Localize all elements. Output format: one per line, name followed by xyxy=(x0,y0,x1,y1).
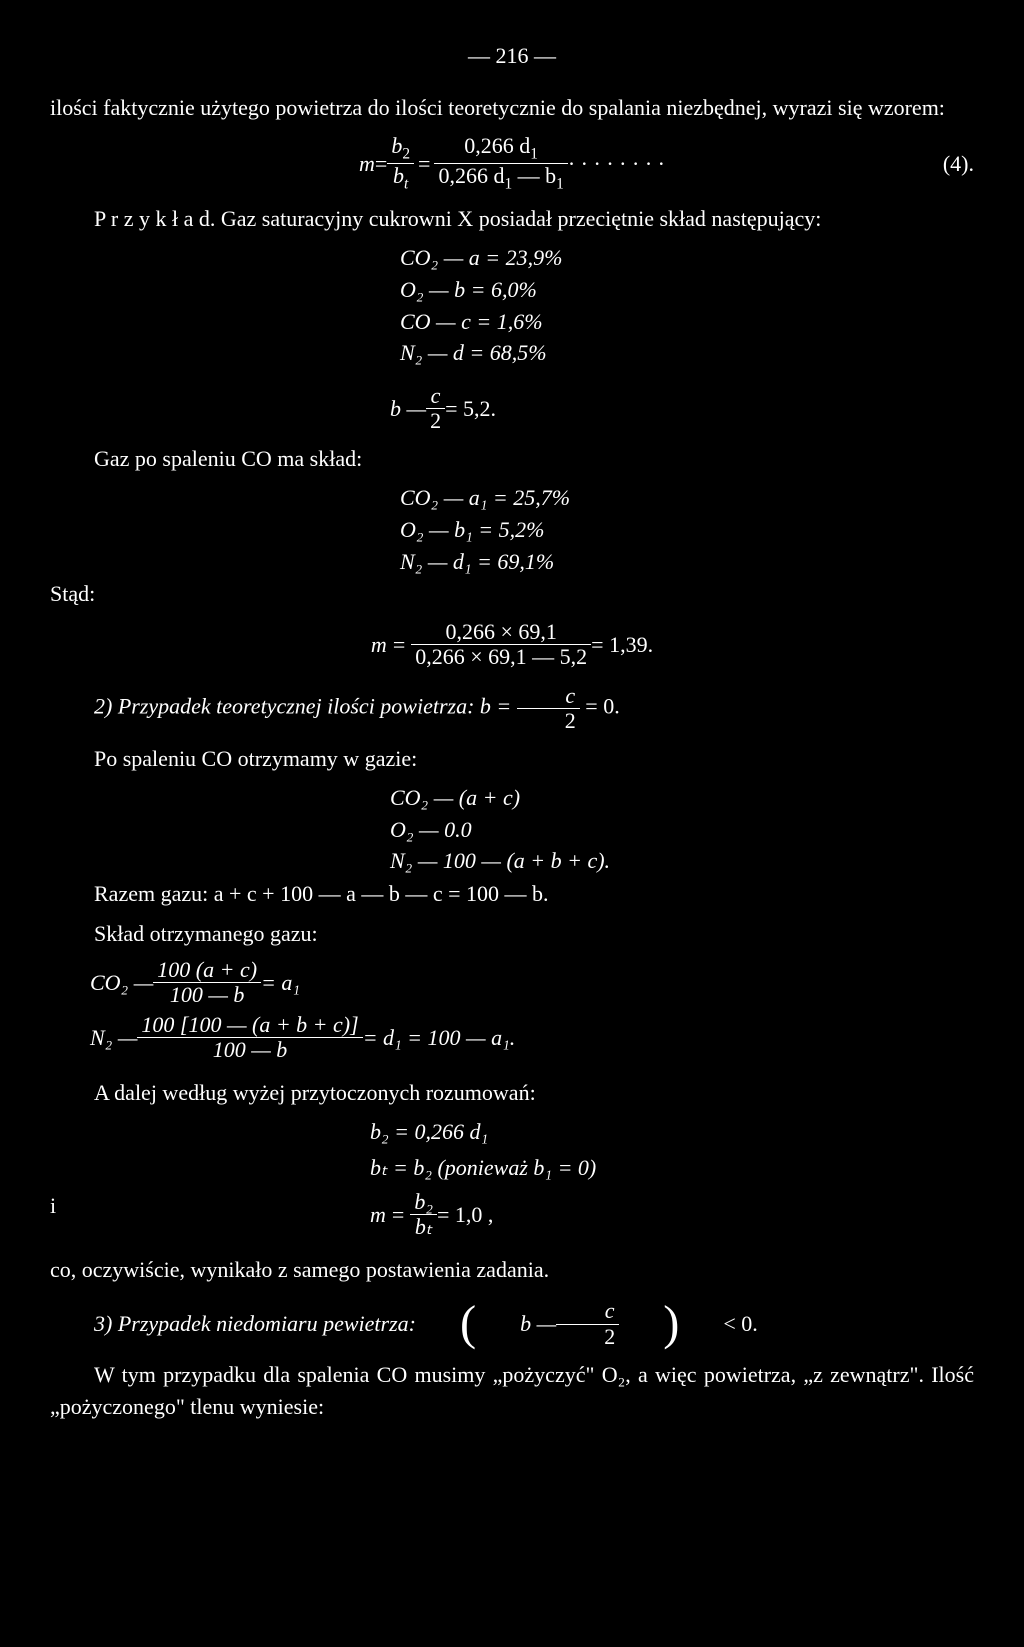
composition-1-row-4: N₂ — d = 68,5% xyxy=(50,338,974,368)
razem-gazu: Razem gazu: a + c + 100 — a — b — c = 10… xyxy=(50,878,974,910)
case-2-heading: 2) Przypadek teoretycznej ilości powietr… xyxy=(50,684,974,733)
composition-3-row-1: CO₂ — (a + c) xyxy=(50,783,974,813)
przyklad-paragraph: P r z y k ł a d. Gaz saturacyjny cukrown… xyxy=(50,203,974,235)
po-spaleniu-co: Po spaleniu CO otrzymamy w gazie: xyxy=(50,743,974,775)
equation-4: m = b2 bt = 0,266 d1 0,266 d1 — b1 · · ·… xyxy=(50,134,974,194)
i-label: i xyxy=(50,1190,56,1222)
intro-paragraph: ilości faktycznie użytego powietrza do i… xyxy=(50,92,974,124)
m-eq: m = b₂ bₜ = 1,0 , xyxy=(50,1190,974,1239)
stad-label: Stąd: xyxy=(50,578,974,610)
b-minus-c-over-2: b — c 2 = 5,2. xyxy=(50,384,974,433)
case-3-heading: 3) Przypadek niedomiaru pewietrza: ( b —… xyxy=(50,1299,974,1348)
w-tym-przypadku: W tym przypadku dla spalenia CO musimy „… xyxy=(50,1359,974,1423)
a-dalej: A dalej według wyżej przytoczonych rozum… xyxy=(50,1077,974,1109)
composition-2-row-2: O₂ — b₁ = 5,2% xyxy=(50,515,974,545)
composition-1-row-1: CO₂ — a = 23,9% xyxy=(50,243,974,273)
co-oczywiscie: co, oczywiście, wynikało z samego postaw… xyxy=(50,1254,974,1286)
m-calculation: m = 0,266 × 69,1 0,266 × 69,1 — 5,2 = 1,… xyxy=(50,620,974,669)
page-number: — 216 — xyxy=(50,40,974,72)
composition-1-row-3: CO — c = 1,6% xyxy=(50,307,974,337)
composition-2-row-3: N₂ — d₁ = 69,1% xyxy=(50,547,974,577)
n2-formula: N₂ — 100 [100 — (a + b + c)] 100 — b = d… xyxy=(50,1013,974,1062)
co2-formula: CO₂ — 100 (a + c) 100 — b = a₁ xyxy=(50,958,974,1007)
sklad-otrzymanego: Skład otrzymanego gazu: xyxy=(50,918,974,950)
composition-1-row-2: O₂ — b = 6,0% xyxy=(50,275,974,305)
b2-eq: b₂ = 0,266 d₁ xyxy=(50,1116,974,1148)
equation-4-label: (4). xyxy=(943,148,974,180)
gaz-po-spaleniu: Gaz po spaleniu CO ma skład: xyxy=(50,443,974,475)
composition-3-row-2: O₂ — 0.0 xyxy=(50,815,974,845)
composition-2-row-1: CO₂ — a₁ = 25,7% xyxy=(50,483,974,513)
bt-eq: bₜ = b₂ (ponieważ b₁ = 0) xyxy=(50,1152,974,1184)
composition-3-row-3: N₂ — 100 — (a + b + c). xyxy=(50,846,974,876)
